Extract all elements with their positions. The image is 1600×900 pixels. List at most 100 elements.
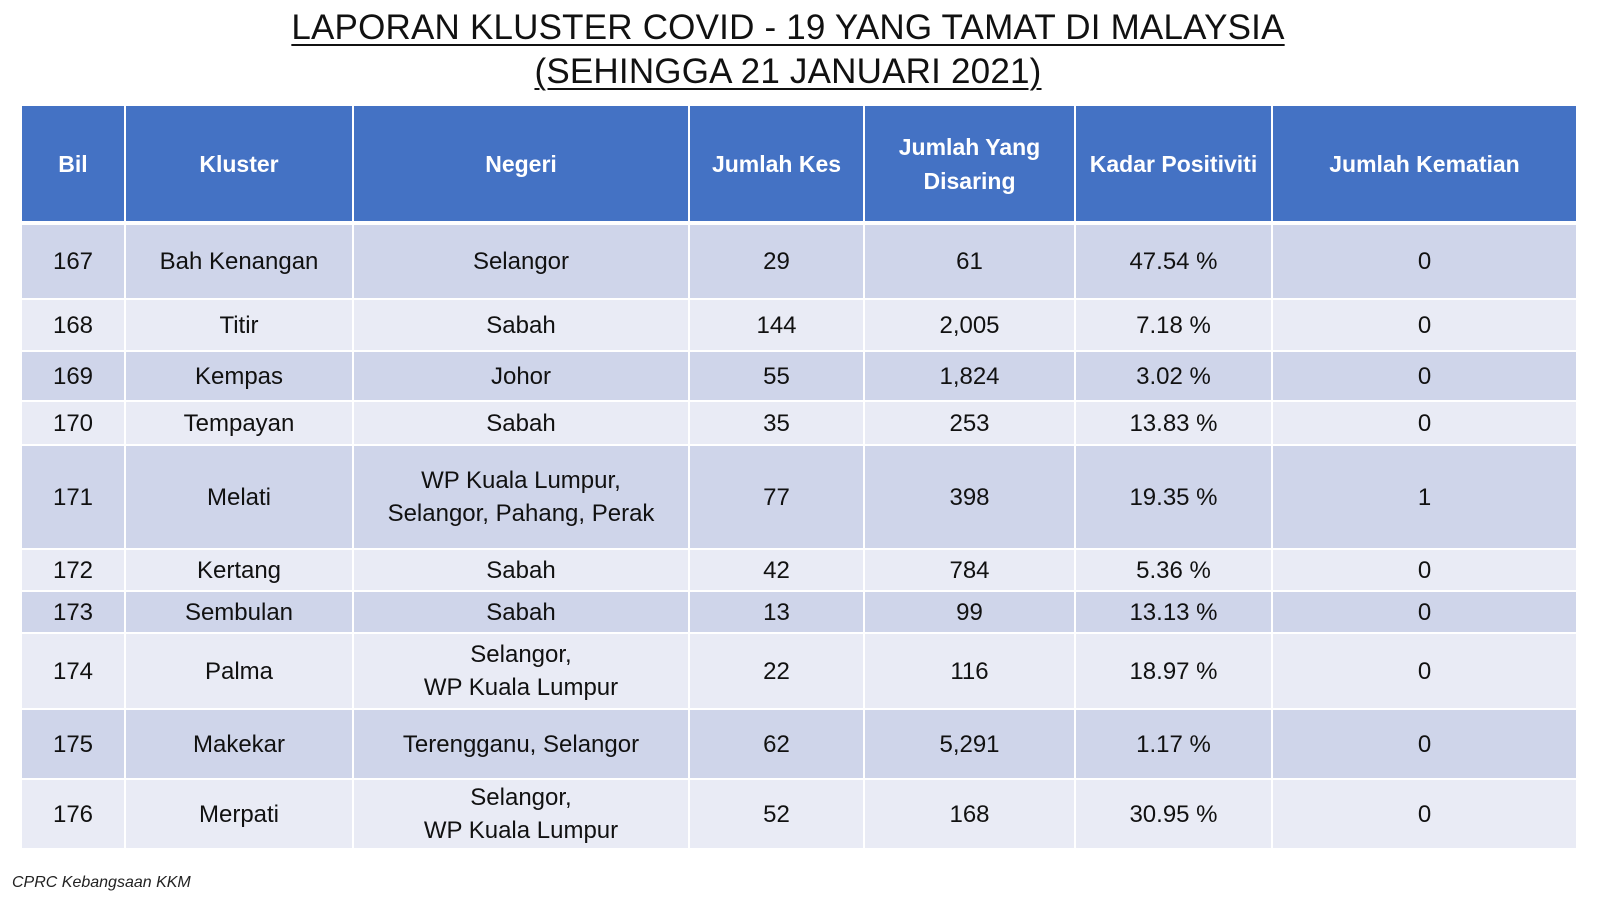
cell-kadar-positiviti: 13.13 %	[1074, 590, 1273, 634]
cell-jumlah-kes: 42	[688, 548, 865, 592]
negeri-line: Sabah	[486, 311, 556, 339]
cell-jumlah-kes: 29	[688, 222, 865, 300]
cell-jumlah-kes: 55	[688, 350, 865, 402]
cell-bil: 169	[20, 350, 126, 402]
cell-jumlah-kes: 144	[688, 298, 865, 352]
negeri-line: WP Kuala Lumpur	[423, 674, 619, 701]
cell-jumlah-kes: 77	[688, 444, 865, 550]
cell-jumlah-disaring: 116	[863, 632, 1076, 710]
cell-negeri: Selangor	[352, 222, 690, 300]
table-row: 170 Tempayan Sabah 35 253 13.83 % 0	[20, 400, 1578, 446]
cell-jumlah-kematian: 0	[1271, 632, 1578, 710]
cell-kadar-positiviti: 18.97 %	[1074, 632, 1273, 710]
negeri-line: WP Kuala Lumpur	[423, 817, 619, 844]
cell-kluster: Bah Kenangan	[124, 222, 354, 300]
header-kadar-positiviti: Kadar Positiviti	[1074, 104, 1273, 224]
header-bil: Bil	[20, 104, 126, 224]
table-row: 175 Makekar Terengganu, Selangor 62 5,291 1.1…	[20, 708, 1578, 780]
cell-jumlah-kematian: 0	[1271, 298, 1578, 352]
cell-bil: 170	[20, 400, 126, 446]
cell-kluster: Tempayan	[124, 400, 354, 446]
cell-jumlah-disaring: 99	[863, 590, 1076, 634]
negeri-line: Sabah	[486, 409, 556, 437]
cell-jumlah-disaring: 61	[863, 222, 1076, 300]
cell-kadar-positiviti: 13.83 %	[1074, 400, 1273, 446]
cell-kluster: Makekar	[124, 708, 354, 780]
cell-negeri: Johor	[352, 350, 690, 402]
cell-negeri: WP Kuala Lumpur, Selangor, Pahang, Perak	[352, 444, 690, 550]
cell-jumlah-disaring: 398	[863, 444, 1076, 550]
cluster-table: Bil Kluster Negeri Jumlah Kes Jumlah Yan…	[20, 104, 1578, 850]
cell-bil: 172	[20, 548, 126, 592]
cell-kadar-positiviti: 19.35 %	[1074, 444, 1273, 550]
table-row: 172 Kertang Sabah 42 784 5.36 % 0	[20, 548, 1578, 592]
cell-jumlah-kes: 35	[688, 400, 865, 446]
negeri-line: Selangor,	[470, 641, 572, 668]
table-row: 169 Kempas Johor 55 1,824 3.02 % 0	[20, 350, 1578, 402]
cell-bil: 175	[20, 708, 126, 780]
cell-jumlah-kes: 22	[688, 632, 865, 710]
cell-jumlah-kematian: 0	[1271, 222, 1578, 300]
cell-jumlah-kematian: 1	[1271, 444, 1578, 550]
cell-jumlah-kematian: 0	[1271, 548, 1578, 592]
negeri-line: Selangor,	[470, 784, 572, 811]
cell-kluster: Melati	[124, 444, 354, 550]
negeri-line: Terengganu, Selangor	[402, 730, 640, 758]
cell-kadar-positiviti: 30.95 %	[1074, 778, 1273, 850]
cell-kluster: Sembulan	[124, 590, 354, 634]
table-row: 174 Palma Selangor, WP Kuala Lumpur 22 116 18.…	[20, 632, 1578, 710]
cell-jumlah-kes: 52	[688, 778, 865, 850]
title-line-2: (SEHINGGA 21 JANUARI 2021)	[534, 52, 1042, 91]
cell-jumlah-disaring: 2,005	[863, 298, 1076, 352]
cell-kluster: Titir	[124, 298, 354, 352]
cell-negeri: Selangor, WP Kuala Lumpur	[352, 778, 690, 850]
cell-negeri: Sabah	[352, 590, 690, 634]
table-row: 167 Bah Kenangan Selangor 29 61 47.54 % 0	[20, 222, 1578, 300]
header-jumlah-kes: Jumlah Kes	[688, 104, 865, 224]
cell-jumlah-kematian: 0	[1271, 400, 1578, 446]
negeri-line: Sabah	[486, 556, 556, 584]
report-title: LAPORAN KLUSTER COVID - 19 YANG TAMAT DI…	[0, 6, 1576, 94]
header-kluster: Kluster	[124, 104, 354, 224]
cell-jumlah-disaring: 253	[863, 400, 1076, 446]
cell-kluster: Merpati	[124, 778, 354, 850]
negeri-line: Selangor, Pahang, Perak	[387, 500, 655, 527]
cell-jumlah-kematian: 0	[1271, 708, 1578, 780]
cell-jumlah-disaring: 5,291	[863, 708, 1076, 780]
cell-jumlah-kematian: 0	[1271, 778, 1578, 850]
table-body: 167 Bah Kenangan Selangor 29 61 47.54 % 0 168 Ti…	[20, 222, 1578, 850]
cell-bil: 173	[20, 590, 126, 634]
cell-negeri: Sabah	[352, 298, 690, 352]
cell-negeri: Sabah	[352, 400, 690, 446]
cell-negeri: Terengganu, Selangor	[352, 708, 690, 780]
cell-jumlah-disaring: 1,824	[863, 350, 1076, 402]
negeri-line: WP Kuala Lumpur,	[421, 467, 621, 494]
table-row: 171 Melati WP Kuala Lumpur, Selangor, Pahan…	[20, 444, 1578, 550]
cell-bil: 176	[20, 778, 126, 850]
cell-jumlah-disaring: 784	[863, 548, 1076, 592]
title-line-1: LAPORAN KLUSTER COVID - 19 YANG TAMAT DI…	[291, 8, 1285, 47]
cell-jumlah-disaring: 168	[863, 778, 1076, 850]
cell-kadar-positiviti: 1.17 %	[1074, 708, 1273, 780]
cell-jumlah-kematian: 0	[1271, 590, 1578, 634]
cell-negeri: Sabah	[352, 548, 690, 592]
header-jumlah-kematian: Jumlah Kematian	[1271, 104, 1578, 224]
cell-kluster: Kempas	[124, 350, 354, 402]
source-footer: CPRC Kebangsaan KKM	[12, 874, 191, 891]
cell-jumlah-kematian: 0	[1271, 350, 1578, 402]
cell-kluster: Palma	[124, 632, 354, 710]
cell-jumlah-kes: 62	[688, 708, 865, 780]
cell-bil: 171	[20, 444, 126, 550]
cell-kluster: Kertang	[124, 548, 354, 592]
cell-negeri: Selangor, WP Kuala Lumpur	[352, 632, 690, 710]
table-row: 173 Sembulan Sabah 13 99 13.13 % 0	[20, 590, 1578, 634]
header-jumlah-disaring: Jumlah Yang Disaring	[863, 104, 1076, 224]
cell-kadar-positiviti: 5.36 %	[1074, 548, 1273, 592]
cell-kadar-positiviti: 47.54 %	[1074, 222, 1273, 300]
cell-kadar-positiviti: 3.02 %	[1074, 350, 1273, 402]
negeri-line: Selangor	[472, 248, 570, 275]
table-row: 176 Merpati Selangor, WP Kuala Lumpur 52 168 3…	[20, 778, 1578, 850]
negeri-line: Johor	[490, 362, 552, 390]
cell-jumlah-kes: 13	[688, 590, 865, 634]
negeri-line: Sabah	[486, 598, 556, 626]
